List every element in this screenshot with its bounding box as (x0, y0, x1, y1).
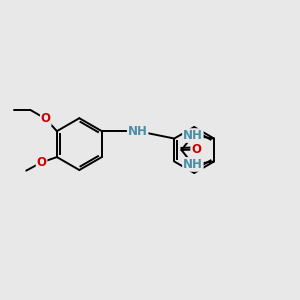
Text: NH: NH (183, 129, 203, 142)
Text: O: O (191, 143, 201, 156)
Text: O: O (37, 156, 46, 169)
Text: NH: NH (183, 158, 203, 171)
Text: NH: NH (128, 125, 148, 138)
Text: O: O (41, 112, 51, 125)
